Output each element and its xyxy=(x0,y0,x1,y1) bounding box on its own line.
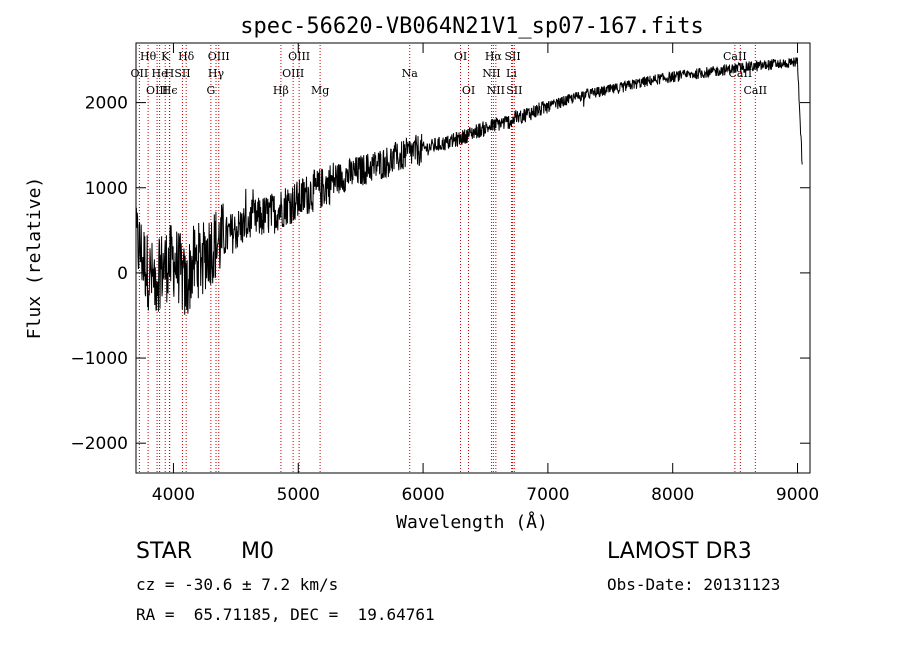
y-tick-label: −1000 xyxy=(70,349,128,369)
line-marker-label: OIII xyxy=(146,84,168,97)
line-marker-label: OIII xyxy=(288,50,310,63)
line-marker-label: G xyxy=(206,84,215,97)
line-marker-label: SII xyxy=(504,50,520,63)
x-axis-ticks: 4000 5000 6000 7000 8000 9000 xyxy=(152,43,819,505)
object-class: STAR xyxy=(136,539,193,564)
object-subclass: M0 xyxy=(241,539,274,564)
y-tick-label: 1000 xyxy=(85,179,128,199)
line-marker-label: CaII xyxy=(743,84,767,97)
line-marker-label: Mg xyxy=(311,84,329,97)
x-tick-label: 6000 xyxy=(401,485,444,505)
plot-frame xyxy=(135,42,811,474)
chart-title: spec-56620-VB064N21V1_sp07-167.fits xyxy=(240,14,704,39)
survey-label: LAMOST DR3 xyxy=(607,539,752,564)
line-marker-label: He xyxy=(152,67,168,80)
x-tick-label: 5000 xyxy=(277,485,320,505)
line-marker-label: OI xyxy=(454,50,467,63)
line-marker-label: Li xyxy=(506,67,517,80)
line-marker-label: Hθ xyxy=(140,50,157,63)
flux-series xyxy=(135,57,803,315)
line-marker-label: OIII xyxy=(282,67,304,80)
line-marker-label: OI xyxy=(462,84,475,97)
y-axis-label: Flux (relative) xyxy=(24,177,45,340)
x-tick-label: 4000 xyxy=(152,485,195,505)
x-axis-label: Wavelength (Å) xyxy=(396,511,548,533)
line-marker-label: Hϵ xyxy=(162,84,178,97)
y-tick-label: 2000 xyxy=(85,94,128,114)
line-marker-label: Hγ xyxy=(208,67,225,80)
line-marker-label: H xyxy=(165,67,175,80)
line-marker-label: SII xyxy=(506,84,522,97)
line-marker-label: NII xyxy=(482,67,500,80)
y-tick-label: −2000 xyxy=(70,434,128,454)
line-marker-label: Hα xyxy=(485,50,503,63)
line-markers xyxy=(138,45,756,473)
line-marker-label: Hδ xyxy=(178,50,195,63)
y-tick-label: 0 xyxy=(117,264,128,284)
x-tick-label: 7000 xyxy=(526,485,569,505)
x-tick-label: 9000 xyxy=(776,485,819,505)
flux-line xyxy=(135,57,803,315)
obs-date-text: Obs-Date: 20131123 xyxy=(607,575,781,594)
line-marker-label: SII xyxy=(174,67,190,80)
redshift-text: cz = -30.6 ± 7.2 km/s xyxy=(136,575,339,594)
line-marker-label: OIII xyxy=(208,50,230,63)
x-tick-label: 8000 xyxy=(651,485,694,505)
y-axis-ticks: −2000 −1000 0 1000 2000 xyxy=(70,94,810,454)
line-marker-label: NII xyxy=(487,84,505,97)
line-marker-label: K xyxy=(161,50,170,63)
line-marker-label: OII xyxy=(131,67,149,80)
coords-text: RA = 65.71185, DEC = 19.64761 xyxy=(136,605,435,624)
line-marker-label: CaII xyxy=(723,50,747,63)
line-marker-label: Na xyxy=(402,67,419,80)
line-marker-label: Hβ xyxy=(273,84,289,97)
